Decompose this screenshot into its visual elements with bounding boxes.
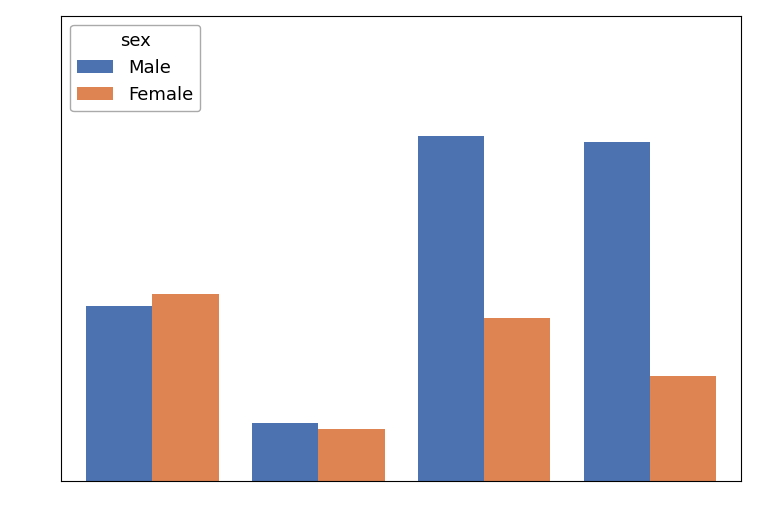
Legend: Male, Female: Male, Female [70,25,200,111]
Bar [152,294,219,481]
Bar [252,423,318,481]
Bar [318,428,384,481]
Bar [86,306,152,481]
Bar [484,317,550,481]
Bar [584,142,650,481]
Bar [418,137,484,481]
Bar [650,376,716,481]
